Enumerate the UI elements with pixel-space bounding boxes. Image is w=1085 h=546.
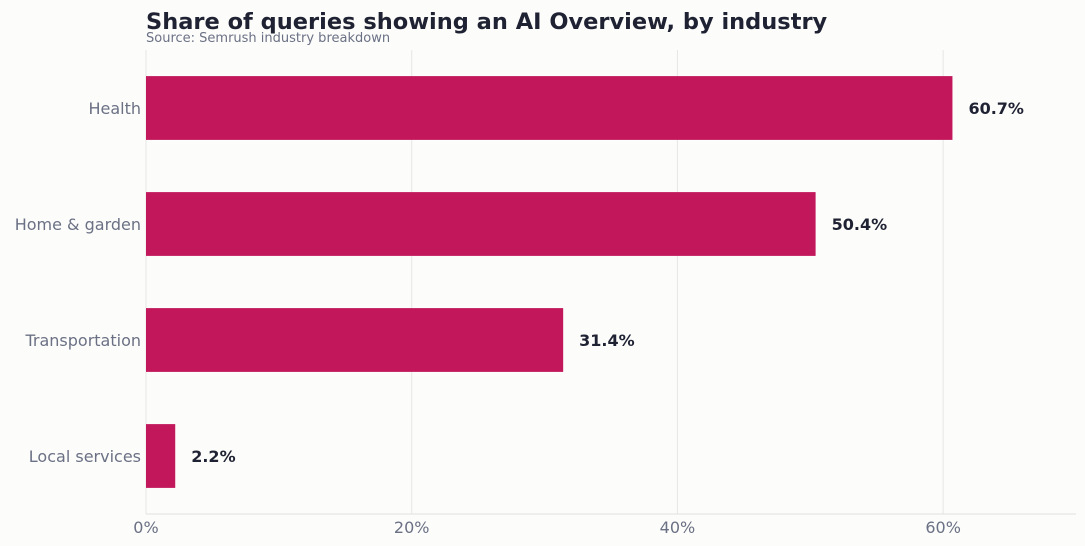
x-tick-label: 60% bbox=[925, 518, 961, 537]
category-label: Local services bbox=[29, 447, 141, 466]
labels: 0% 20% 40% 60% Health 60.7% Home & garden 50.4%… bbox=[15, 99, 1024, 537]
category-label: Transportation bbox=[24, 331, 141, 350]
value-label: 50.4% bbox=[832, 215, 888, 234]
value-label: 60.7% bbox=[968, 99, 1024, 118]
bar bbox=[146, 424, 176, 488]
value-label: 31.4% bbox=[579, 331, 635, 350]
x-tick-label: 40% bbox=[660, 518, 696, 537]
chart-title: Share of queries showing an AI Overview,… bbox=[146, 9, 828, 35]
chart-subtitle: Source: Semrush industry breakdown bbox=[146, 31, 390, 46]
bars bbox=[146, 76, 953, 488]
bar bbox=[146, 192, 816, 256]
category-label: Health bbox=[88, 99, 141, 118]
x-tick-label: 0% bbox=[133, 518, 158, 537]
x-tick-label: 20% bbox=[394, 518, 430, 537]
category-label: Home & garden bbox=[15, 215, 141, 234]
bar bbox=[146, 308, 564, 372]
bar bbox=[146, 76, 953, 140]
value-label: 2.2% bbox=[191, 447, 235, 466]
